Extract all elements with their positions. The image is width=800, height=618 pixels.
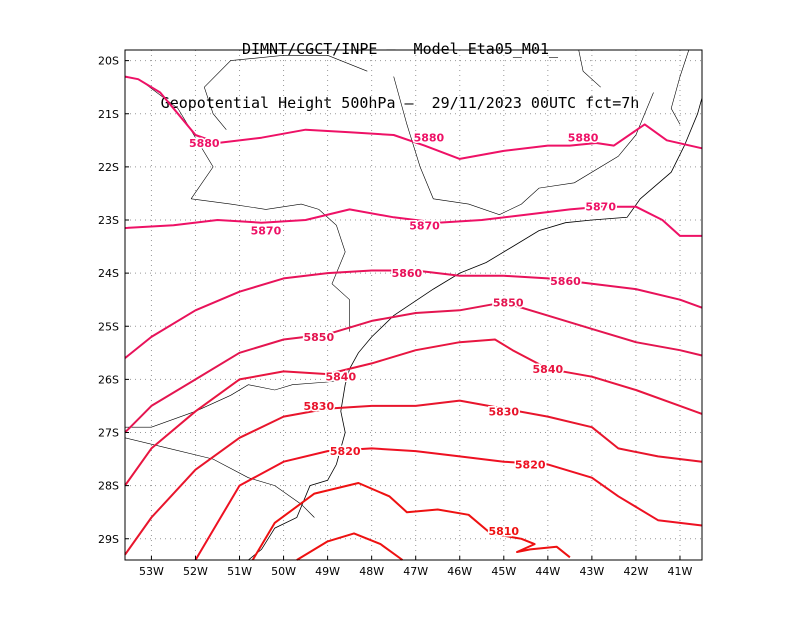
lat-tick-label: 21S — [98, 108, 119, 121]
border-line — [578, 49, 601, 88]
lat-tick-label: 24S — [98, 267, 119, 280]
contour-5820 — [194, 447, 703, 561]
lon-tick-label: 50W — [271, 565, 296, 578]
contours — [124, 75, 703, 561]
contour-5870 — [124, 205, 702, 237]
plot-frame — [124, 49, 703, 561]
contour-label: 5870 — [409, 219, 440, 232]
lon-tick-label: 45W — [491, 565, 516, 578]
lat-tick-label: 23S — [98, 214, 119, 227]
border-line — [125, 379, 346, 428]
lon-tick-label: 53W — [139, 565, 164, 578]
border-line — [191, 198, 350, 332]
grid — [125, 50, 702, 560]
country-borders — [124, 49, 690, 518]
contour-label: 5870 — [585, 201, 616, 214]
contour-label: 5840 — [326, 371, 357, 384]
contour-label: 5830 — [488, 405, 519, 418]
border-line — [670, 49, 690, 125]
contour-5840 — [124, 338, 703, 487]
contour-5830 — [124, 399, 703, 556]
contour-5880 — [124, 75, 703, 160]
contour-label: 5810 — [488, 525, 519, 538]
contour-label: 5850 — [303, 331, 334, 344]
contour-label: 5840 — [533, 363, 564, 376]
contour-5860 — [124, 269, 703, 359]
title-line-2: Geopotential Height 500hPa — 29/11/2023 … — [160, 94, 640, 112]
contour-label: 5860 — [392, 267, 423, 280]
lon-tick-label: 49W — [315, 565, 340, 578]
title-line-1: DIMNT/CGCT/INPE — Model Eta05_M01_ — [241, 40, 559, 58]
contour-5850 — [124, 301, 703, 434]
lat-tick-label: 29S — [98, 533, 119, 546]
lat-tick-label: 27S — [98, 427, 119, 440]
contour-labels: 5880 5880 5880 5870 5870 5870 5860 5860 5850 5850… — [187, 130, 617, 539]
lon-tick-label: 47W — [403, 565, 428, 578]
contour-label: 5880 — [414, 132, 445, 145]
border-line — [124, 437, 315, 518]
contour-label: 5880 — [189, 137, 220, 150]
contour-label: 5820 — [515, 458, 546, 471]
lat-tick-label: 26S — [98, 373, 119, 386]
lon-tick-label: 52W — [183, 565, 208, 578]
border-line — [142, 81, 214, 199]
contour-label: 5870 — [251, 225, 282, 238]
contour-5800 — [296, 532, 404, 561]
lat-tick-label: 20S — [98, 55, 119, 68]
lat-tick-label: 25S — [98, 320, 119, 333]
contour-label: 5820 — [330, 445, 361, 458]
contour-label: 5850 — [493, 296, 524, 309]
lon-tick-label: 51W — [227, 565, 252, 578]
border-line — [393, 76, 654, 216]
map-title: DIMNT/CGCT/INPE — Model Eta05_M01_ Geopo… — [0, 4, 800, 130]
contour-5810 — [251, 482, 571, 561]
lon-tick-label: 41W — [668, 565, 693, 578]
lon-tick-labels: 53W 52W 51W 50W 49W 48W 47W 46W 45W 44W 43W 42W 41W — [139, 556, 693, 578]
lon-tick-label: 42W — [623, 565, 648, 578]
contour-label: 5860 — [550, 275, 581, 288]
lat-tick-labels: 20S 21S 22S 23S 24S 25S 26S 27S 28S 29S — [98, 55, 129, 546]
contour-label: 5880 — [568, 132, 599, 145]
contour-label: 5830 — [303, 400, 334, 413]
border-line — [203, 55, 368, 130]
lat-tick-label: 22S — [98, 161, 119, 174]
lon-tick-label: 46W — [447, 565, 472, 578]
lon-tick-label: 43W — [579, 565, 604, 578]
lat-tick-label: 28S — [98, 480, 119, 493]
lon-tick-label: 44W — [535, 565, 560, 578]
lon-tick-label: 48W — [359, 565, 384, 578]
